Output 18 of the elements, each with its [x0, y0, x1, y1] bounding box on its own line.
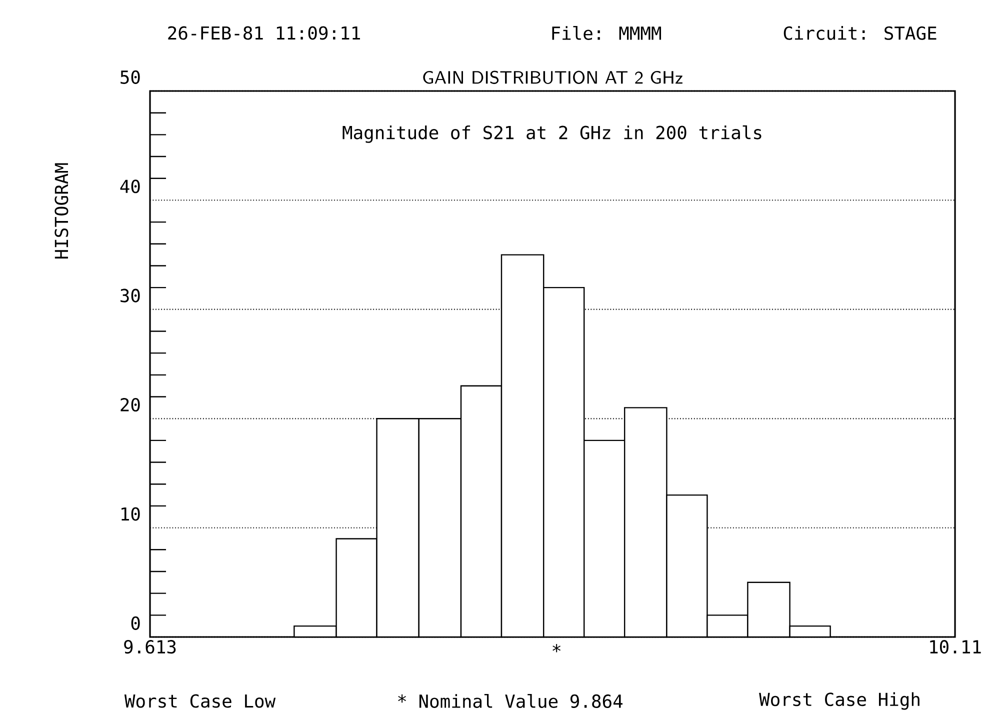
annotation: Magnitude of S21 at 2 GHz in 200 trials — [342, 125, 762, 143]
y-tick-label: 40 — [120, 180, 140, 194]
text: 26-FEB-81 11:09:11 — [168, 26, 360, 40]
x-tick-label: 10.11 — [930, 640, 981, 654]
y-tick-label: 30 — [120, 288, 140, 302]
annotation: * — [552, 644, 561, 652]
text: Worst Case High — [759, 692, 920, 710]
x-tick-label: 9.613 — [124, 640, 176, 654]
y-tick-label: 0 — [131, 616, 140, 630]
chart-title: GAIN DISTRIBUTION AT 2 GHz — [423, 70, 682, 84]
text: File: MMMM — [552, 26, 662, 40]
text: Circuit: STAGE — [784, 26, 936, 40]
y-axis-title: HISTOGRAM — [54, 163, 68, 259]
text: * Nominal Value 9.864 — [398, 694, 622, 708]
y-tick-label: 10 — [122, 507, 140, 521]
y-tick-label: 20 — [120, 398, 140, 412]
text: Worst Case Low — [124, 694, 276, 708]
y-tick-label: 50 — [120, 70, 140, 84]
